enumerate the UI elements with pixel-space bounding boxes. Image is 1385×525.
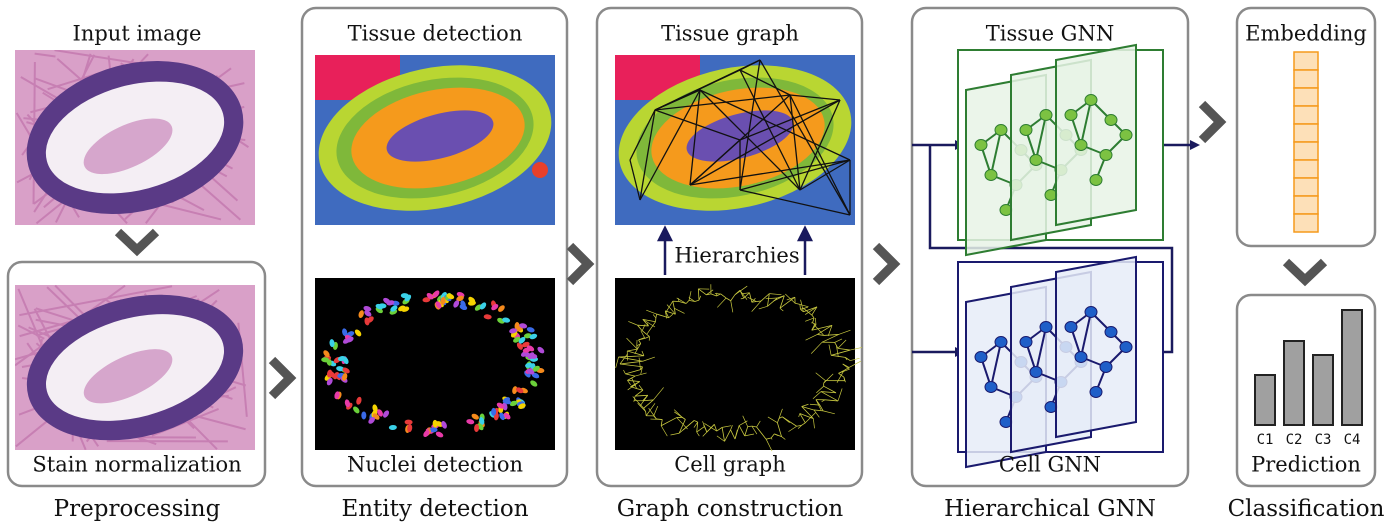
shape-polyline [1286, 262, 1324, 280]
shape-ellipse [1105, 327, 1117, 338]
shape-ellipse [361, 411, 366, 419]
label: Hierarchical GNN [944, 496, 1156, 522]
shape-ellipse [1075, 140, 1087, 151]
shape-ellipse [1075, 352, 1087, 363]
shape-polyline [272, 360, 290, 396]
shape-ellipse [985, 170, 997, 181]
shape-ellipse [975, 140, 987, 151]
shape-circle [532, 162, 548, 178]
shape-ellipse [1030, 155, 1042, 166]
label: C1 [1257, 432, 1274, 448]
label: Cell graph [674, 453, 786, 477]
shape-polyline [876, 246, 894, 282]
embedding-vector [1294, 52, 1318, 232]
label: Input image [73, 22, 202, 46]
label: Nuclei detection [347, 453, 523, 477]
shape-ellipse [985, 382, 997, 393]
label: Hierarchies [674, 244, 799, 268]
pipeline-diagram: Input image Stain normalization Preproce… [0, 0, 1385, 525]
shape-ellipse [1085, 307, 1097, 318]
shape-line [800, 304, 801, 309]
shape-rect [1313, 355, 1333, 425]
shape-ellipse [1065, 322, 1077, 333]
shape-ellipse [1120, 342, 1132, 353]
tissue-map [305, 45, 565, 231]
label: Classification [1228, 496, 1385, 522]
shape-ellipse [1100, 150, 1112, 161]
shape-rect [1294, 124, 1318, 142]
shape-ellipse [995, 337, 1007, 348]
label: Cell GNN [999, 453, 1101, 477]
shape-ellipse [1090, 387, 1102, 398]
label: Prediction [1251, 453, 1361, 477]
shape-rect [1294, 142, 1318, 160]
shape-ellipse [1100, 362, 1112, 373]
shape-rect [1294, 178, 1318, 196]
shape-rect [1294, 106, 1318, 124]
shape-polyline [1202, 104, 1220, 140]
shape-ellipse [975, 352, 987, 363]
shape-ellipse [1120, 130, 1132, 141]
shape-rect [1294, 214, 1318, 232]
shape-polygon [1190, 140, 1200, 150]
shape-rect [1294, 88, 1318, 106]
shape-ellipse [1090, 175, 1102, 186]
shape-polyline [570, 246, 588, 282]
shape-rect [1294, 52, 1318, 70]
shape-ellipse [1020, 337, 1032, 348]
shape-ellipse [1030, 367, 1042, 378]
label: Preprocessing [54, 496, 221, 522]
label: C3 [1315, 432, 1332, 448]
label: Embedding [1245, 22, 1367, 46]
shape-polyline [118, 232, 156, 250]
shape-ellipse [995, 125, 1007, 136]
shape-ellipse [1040, 322, 1052, 333]
shape-ellipse [1020, 125, 1032, 136]
label: C2 [1286, 432, 1303, 448]
shape-ellipse [1085, 95, 1097, 106]
shape-ellipse [1040, 110, 1052, 121]
shape-rect [615, 278, 855, 450]
shape-rect [1294, 196, 1318, 214]
shape-rect [1255, 375, 1275, 425]
shape-line [646, 412, 647, 416]
label: Graph construction [617, 496, 844, 522]
label: Stain normalization [32, 453, 241, 477]
label: C4 [1344, 432, 1361, 448]
normalized-image [10, 272, 259, 463]
shape-rect [1294, 70, 1318, 88]
shape-ellipse [1065, 110, 1077, 121]
shape-rect [1294, 160, 1318, 178]
shape-rect [1284, 341, 1304, 425]
input-image [9, 38, 260, 237]
label: Tissue detection [348, 22, 523, 46]
tissue-graph [605, 45, 865, 231]
label: Tissue GNN [986, 22, 1114, 46]
shape-ellipse [1105, 115, 1117, 126]
label: Tissue graph [661, 22, 799, 46]
shape-rect [1342, 310, 1362, 425]
label: Entity detection [341, 496, 528, 522]
